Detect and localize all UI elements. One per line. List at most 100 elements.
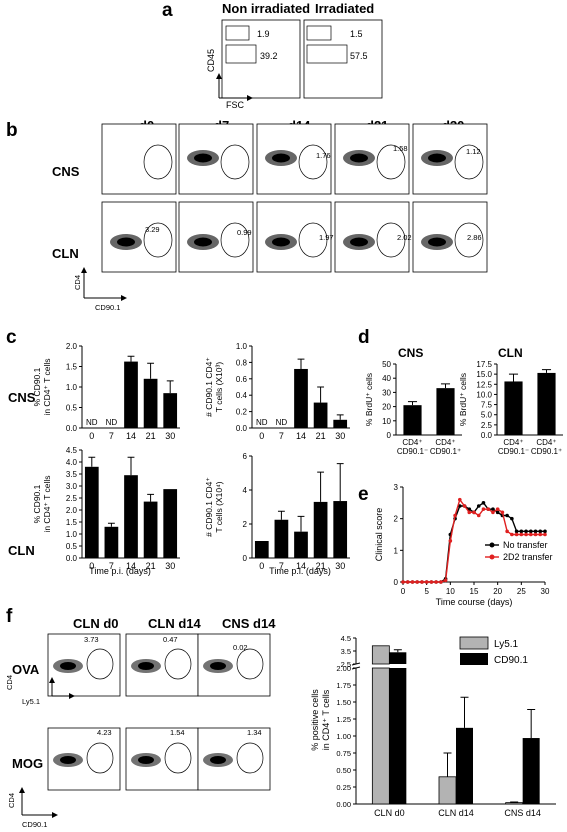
panel-e-label: e xyxy=(358,484,369,505)
x-tick-label: 7 xyxy=(109,561,114,571)
panel-c-chart-cln-count: 0 2 4 6 0 7 14 21 30 # CD90.1 CD4⁺ T cells (X10⁴) xyxy=(204,452,350,571)
bar xyxy=(163,489,178,558)
panel-a-gate-value: 57.5 xyxy=(350,51,368,61)
error-bar xyxy=(297,515,305,532)
error-bar xyxy=(541,369,552,373)
error-bar xyxy=(336,463,344,502)
legend-swatch xyxy=(460,653,488,665)
panel-b-cln-value: 1.97 xyxy=(319,233,334,242)
cell-cluster xyxy=(60,662,76,670)
panel-f-ova-value: 3.73 xyxy=(84,635,99,644)
cell-cluster xyxy=(210,662,226,670)
bar xyxy=(333,501,348,558)
gate-ellipse xyxy=(236,742,264,774)
y-tick-label: 3 xyxy=(394,483,399,492)
error-bar xyxy=(527,708,536,739)
x-tick-label: 15 xyxy=(470,587,479,596)
x-tick-label: 30 xyxy=(335,561,345,571)
error-bar xyxy=(510,801,519,803)
y-tick-label: 1.25 xyxy=(336,715,351,724)
panel-b-row-cns: CNS xyxy=(52,164,80,179)
y-tick-label: 10 xyxy=(382,417,391,426)
arrow-icon xyxy=(81,267,127,301)
panel-a-gate-value: 1.5 xyxy=(350,29,363,39)
legend-marker xyxy=(489,554,495,560)
data-point xyxy=(500,510,505,515)
x-tick-label: CD4⁺ xyxy=(503,438,523,447)
y-tick-label: 1.00 xyxy=(336,732,351,741)
chart-title: CNS xyxy=(398,346,423,360)
bar xyxy=(522,738,540,804)
panel-b-cln-value: 0.99 xyxy=(237,228,252,237)
error-bar xyxy=(107,522,115,527)
panel-d-chart-cln: 0.02.55.07.510.012.515.017.5CD4⁺CD90.1⁻C… xyxy=(458,346,563,456)
x-tick-label: CD4⁺ xyxy=(402,438,422,447)
x-tick-label: 0 xyxy=(259,561,264,571)
y-axis-label: in CD4⁺ T cells xyxy=(42,475,52,532)
bar xyxy=(389,652,407,664)
data-point xyxy=(510,516,514,521)
y-axis-label: % CD90.1 xyxy=(32,367,42,406)
error-bar xyxy=(317,471,325,502)
cell-cluster xyxy=(138,662,154,670)
panel-f-flow-plots xyxy=(47,633,271,791)
y-tick-label: 2 xyxy=(394,515,399,524)
y-tick-label: 1.0 xyxy=(66,383,78,392)
data-point xyxy=(533,529,538,534)
x-tick-label: 10 xyxy=(446,587,455,596)
x-tick-label: 14 xyxy=(126,561,136,571)
y-tick-label: 0.6 xyxy=(236,375,248,384)
y-tick-label: 0.0 xyxy=(236,424,248,433)
panel-f-mog-value: 1.34 xyxy=(247,728,262,737)
y-tick-label: 2.00 xyxy=(336,664,351,673)
data-point xyxy=(462,504,467,508)
gate-ellipse xyxy=(236,648,264,680)
bar xyxy=(143,501,158,558)
x-tick-label: CNS d14 xyxy=(504,808,541,818)
bar xyxy=(456,727,473,804)
panel-b-cns-value: 1.58 xyxy=(393,144,408,153)
gate-ellipse xyxy=(298,144,328,180)
bar xyxy=(294,531,308,558)
flow-plot-frame xyxy=(101,123,177,195)
y-tick-label: 6 xyxy=(243,452,248,461)
y-tick-label: 0 xyxy=(394,578,399,587)
y-tick-label: 1.5 xyxy=(66,518,78,527)
data-point xyxy=(439,580,443,584)
bar xyxy=(294,368,308,428)
y-tick-label: 50 xyxy=(382,360,391,369)
flow-plot-frame xyxy=(178,201,254,273)
bar xyxy=(438,776,457,805)
y-tick-label: 0.4 xyxy=(236,391,248,400)
arrow-icon xyxy=(49,677,75,699)
cell-cluster xyxy=(428,237,446,247)
y-tick-label: 5.0 xyxy=(481,411,493,420)
panel-c-chart-cns-percent: 0.0 0.5 1.0 1.5 2.0 ND 0 ND 7 14 21 30 % CD90.1 in CD… xyxy=(32,342,180,441)
bar xyxy=(274,519,289,558)
x-tick-label: 20 xyxy=(493,587,502,596)
error-bar xyxy=(147,362,155,379)
data-point xyxy=(510,532,514,537)
data-point xyxy=(524,529,528,534)
y-tick-label: 0.0 xyxy=(66,424,78,433)
panel-b-cln-value: 3.29 xyxy=(145,225,160,234)
x-tick-label: 21 xyxy=(146,561,156,571)
data-point xyxy=(495,507,500,511)
panel-b-row-cln: CLN xyxy=(52,246,79,261)
panel-a-col1-header: Non irradiated xyxy=(222,1,310,16)
panel-c-chart-cns-count: 0.0 0.2 0.4 0.6 0.8 1.0 ND 0 ND 7 14 21 30 # CD90.1 C… xyxy=(204,342,350,441)
x-tick-label: CLN d14 xyxy=(438,808,474,818)
data-point xyxy=(424,580,429,584)
x-tick-label: CD90.1⁻ xyxy=(498,447,529,456)
x-tick-label: CD90.1⁻ xyxy=(397,447,428,456)
y-tick-label: 0.5 xyxy=(66,542,78,551)
gate-ellipse xyxy=(143,222,173,258)
y-tick-label: 4.5 xyxy=(341,634,351,643)
gate-ellipse xyxy=(454,222,484,258)
panel-a-y-label: CD45 xyxy=(206,49,216,72)
arrow-icon xyxy=(19,787,58,818)
legend-label: No transfer xyxy=(503,540,548,550)
x-tick-label: 14 xyxy=(296,431,306,441)
nd-label: ND xyxy=(256,418,268,427)
data-point xyxy=(538,529,543,534)
